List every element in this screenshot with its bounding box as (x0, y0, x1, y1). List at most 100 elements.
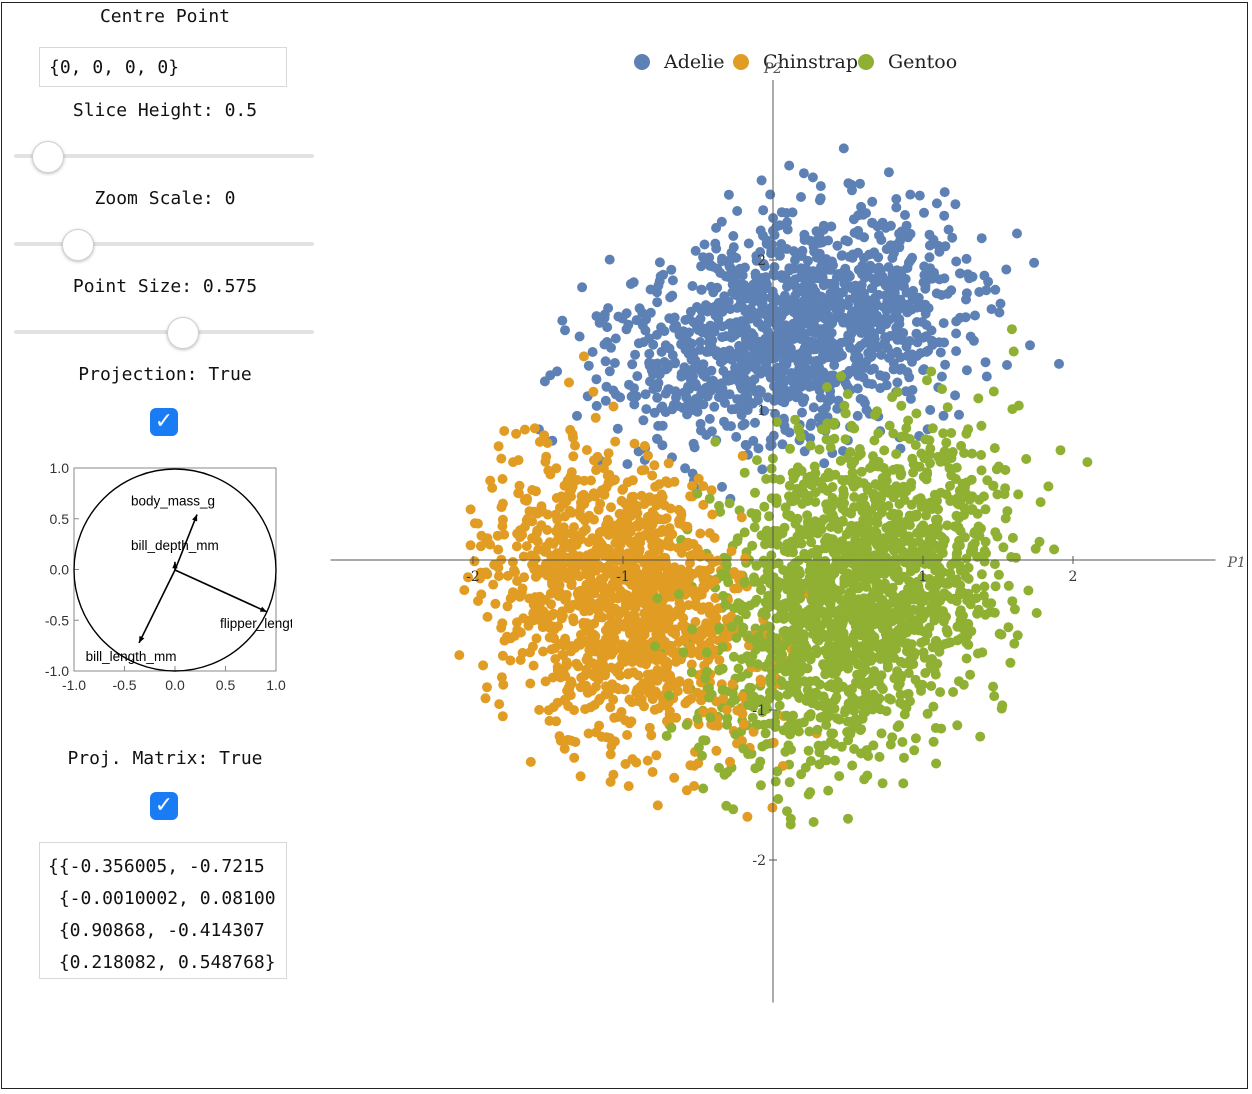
scatter-point (961, 653, 972, 664)
scatter-point (1002, 360, 1012, 370)
zoom-scale-slider[interactable] (14, 226, 314, 262)
scatter-point (821, 720, 832, 730)
scatter-point (783, 278, 794, 289)
scatter-point (695, 313, 706, 324)
scatter-point (870, 516, 880, 526)
scatter-point (791, 282, 802, 293)
proj-matrix-label: Proj. Matrix: True (67, 748, 263, 769)
scatter-point (519, 521, 530, 532)
scatter-point (816, 586, 827, 597)
scatter-point (696, 284, 707, 295)
scatter-point (969, 538, 980, 549)
scatter-point (870, 302, 881, 313)
scatter-point (845, 447, 856, 457)
scatter-point (522, 513, 533, 524)
scatter-point (823, 785, 834, 796)
scatter-point (841, 474, 852, 485)
scatter-point (803, 343, 814, 354)
scatter-point (935, 687, 946, 698)
scatter-point (594, 536, 605, 547)
scatter-point (555, 672, 566, 683)
scatter-point (557, 606, 568, 617)
scatter-point (951, 256, 962, 267)
scatter-point (809, 461, 820, 472)
scatter-point (833, 681, 844, 692)
scatter-point (715, 268, 726, 278)
slider-track (14, 242, 314, 246)
scatter-point (609, 635, 620, 646)
slider-thumb[interactable] (167, 317, 199, 349)
scatter-point (915, 493, 926, 504)
legend-marker (858, 54, 874, 70)
scatter-point (869, 247, 880, 258)
scatter-point (902, 350, 913, 361)
scatter-point (704, 382, 715, 393)
scatter-point (596, 731, 607, 742)
scatter-point (887, 253, 898, 263)
y-tick-label: -1 (752, 703, 766, 719)
scatter-point (802, 377, 813, 387)
projection-checkbox[interactable]: ✓ (150, 408, 178, 436)
scatter-point (594, 560, 604, 571)
scatter-point (713, 297, 724, 308)
scatter-point (751, 255, 762, 266)
scatter-point (766, 550, 777, 561)
point-size-slider[interactable] (14, 314, 314, 350)
slider-thumb[interactable] (62, 229, 94, 261)
scatter-point (739, 418, 750, 429)
scatter-point (807, 172, 818, 183)
scatter-point (849, 456, 860, 467)
scatter-point (531, 633, 542, 644)
scatter-point (705, 334, 716, 345)
scatter-point (981, 548, 991, 559)
scatter-point (687, 281, 698, 291)
scatter-point (796, 769, 807, 780)
scatter-point (604, 254, 615, 265)
scatter-point (823, 235, 834, 246)
scatter-point (588, 386, 599, 397)
scatter-point (806, 418, 817, 429)
scatter-point (952, 720, 963, 731)
scatter-point (910, 440, 921, 451)
scatter-point (706, 629, 717, 640)
scatter-point (722, 353, 732, 364)
slider-thumb[interactable] (32, 141, 64, 173)
scatter-point (794, 298, 805, 309)
scatter-point (644, 348, 655, 359)
scatter-point (905, 393, 916, 404)
scatter-point (963, 562, 974, 573)
scatter-point (649, 407, 660, 418)
scatter-point (735, 377, 746, 387)
scatter-point (976, 465, 987, 476)
scatter-point (840, 434, 851, 445)
scatter-point (754, 344, 765, 355)
slice-height-slider[interactable] (14, 138, 314, 174)
vector-arrowhead (172, 561, 178, 569)
scatter-point (1000, 483, 1011, 494)
scatter-point (941, 624, 952, 635)
scatter-point (669, 312, 680, 323)
scatter-point (881, 706, 892, 717)
scatter-point (859, 232, 870, 243)
proj-matrix-checkbox[interactable]: ✓ (150, 792, 178, 820)
scatter-point (646, 534, 657, 545)
scatter-point (534, 600, 545, 611)
scatter-point (885, 636, 896, 647)
scatter-point (514, 591, 525, 602)
scatter-point (803, 579, 814, 590)
scatter-point (772, 333, 783, 344)
scatter-point (861, 581, 872, 592)
axis-vector (174, 569, 268, 613)
scatter-point (976, 450, 987, 460)
scatter-point (938, 410, 949, 421)
scatter-point (928, 736, 939, 747)
scatter-point (847, 684, 857, 694)
centre-point-input[interactable]: {0, 0, 0, 0} (39, 47, 287, 87)
scatter-point (1009, 638, 1020, 649)
scatter-point (730, 729, 741, 740)
scatter-point (698, 481, 709, 492)
scatter-point (568, 451, 579, 462)
scatter-point (571, 539, 582, 550)
legend-marker (634, 54, 650, 70)
scatter-point (893, 681, 904, 692)
